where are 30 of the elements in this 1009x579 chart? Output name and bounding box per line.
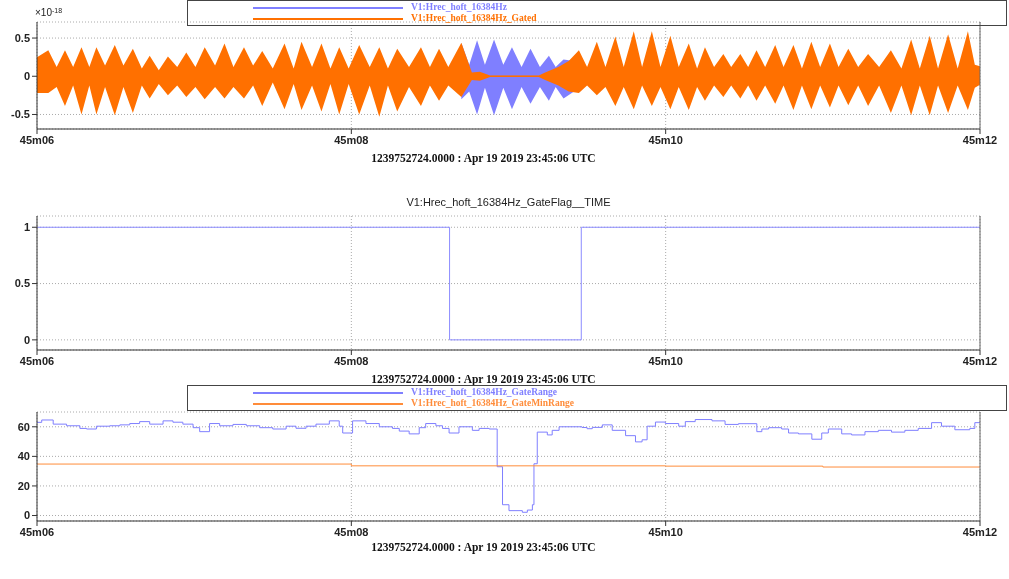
y-tick-label: 40 [17, 450, 30, 463]
x-tick-label: 45m06 [19, 354, 55, 367]
x-tick-label: 45m10 [648, 133, 683, 146]
x-axis-title: 1239752724.0000 : Apr 19 2019 23:45:06 UTC [371, 373, 596, 386]
x-tick-label: 45m12 [962, 525, 998, 538]
x-tick-label: 45m06 [19, 133, 55, 146]
y-tick-label: 1 [23, 221, 30, 234]
x-tick-label: 45m08 [334, 525, 369, 538]
y-tick-label: 20 [17, 479, 30, 492]
x-tick-label: 45m08 [334, 354, 369, 367]
x-tick-label: 45m12 [962, 133, 998, 146]
legend-frame: V1:Hrec_hoft_16384Hz_GateRange V1:Hrec_hoft_16384Hz_GateMinRange [187, 385, 1007, 411]
y-tick-label: 60 [17, 420, 30, 433]
x-tick-label: 45m12 [962, 354, 998, 367]
x-tick-label: 45m10 [648, 525, 683, 538]
x-axis-title: 1239752724.0000 : Apr 19 2019 23:45:06 UTC [371, 541, 596, 554]
chart-title: V1:Hrec_hoft_16384Hz_GateFlag__TIME [405, 196, 612, 208]
legend-frame: V1:Hrec_hoft_16384Hz V1:Hrec_hoft_16384Hz_Gated [187, 0, 1007, 26]
y-tick-label: 0.5 [14, 277, 30, 290]
y-tick-label: 0 [23, 70, 30, 83]
legend-label: V1:Hrec_hoft_16384Hz [411, 2, 507, 13]
y-tick-label: -0.5 [11, 108, 30, 121]
x-tick-label: 45m06 [19, 525, 55, 538]
x-tick-label: 45m08 [334, 133, 369, 146]
y-tick-label: 0.5 [14, 31, 30, 44]
y-tick-label: 0 [23, 509, 30, 522]
y-axis-title: ×10$^{-18}$ [35, 6, 63, 18]
x-axis-title: 1239752724.0000 : Apr 19 2019 23:45:06 UTC [371, 152, 596, 165]
x-tick-label: 45m10 [648, 354, 683, 367]
y-tick-label: 0 [23, 333, 30, 346]
